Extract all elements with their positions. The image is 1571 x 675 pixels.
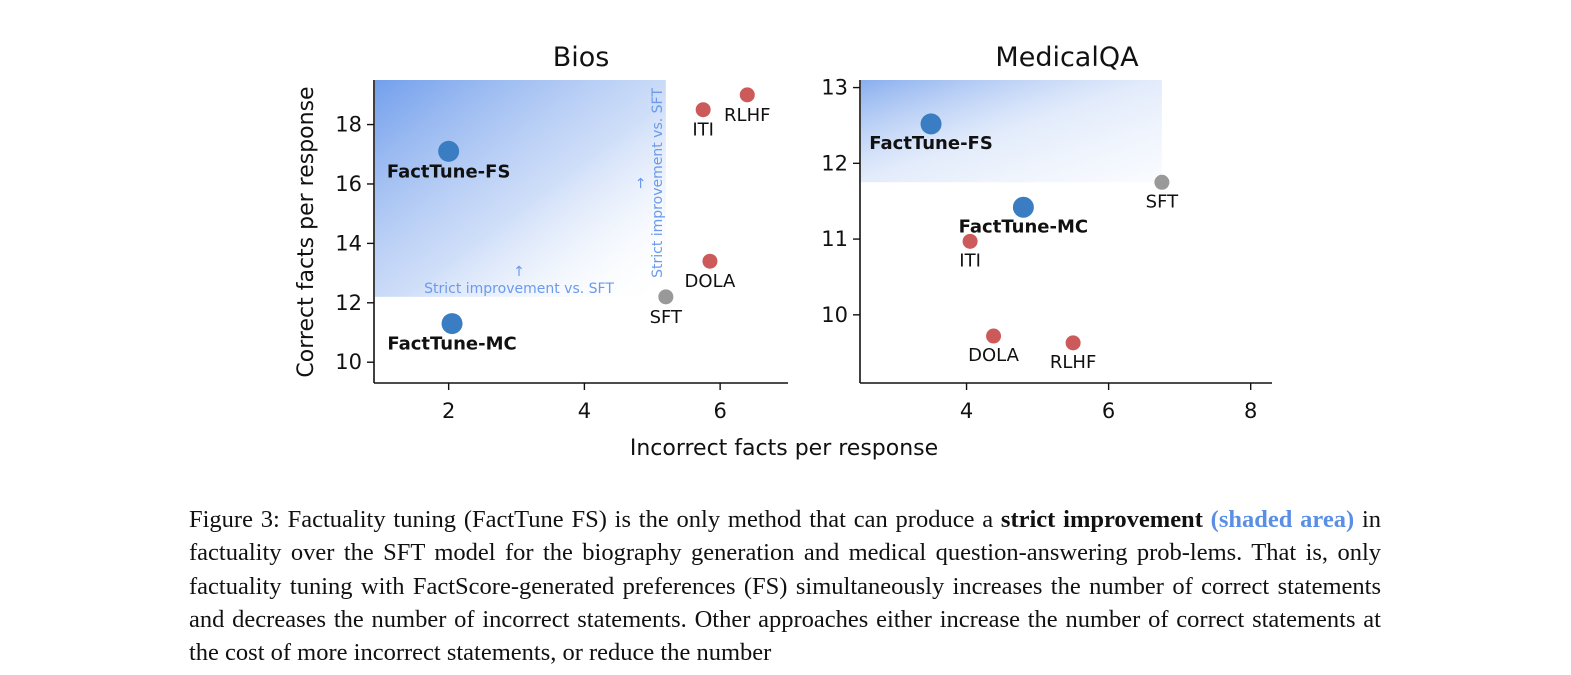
caption-highlight: (shaded area) <box>1210 506 1355 533</box>
bios-y-tick-label: 16 <box>335 172 362 196</box>
bios-point-dola <box>702 253 718 269</box>
bios-horizontal-annotation-arrow: ↑ <box>513 264 525 280</box>
medicalqa-panel: MedicalQA 4 6 8 10 11 12 13 FactTune-FS FactTun… <box>821 42 1272 423</box>
bios-label-sft: SFT <box>650 307 683 328</box>
bios-x-tick-label: 6 <box>713 399 726 423</box>
bios-label-dola: DOLA <box>685 271 736 292</box>
med-label-dola: DOLA <box>968 345 1019 366</box>
med-x-tick-label: 4 <box>960 399 973 423</box>
med-point-dola <box>986 328 1002 344</box>
bios-point-sft <box>658 289 674 305</box>
bios-label-rlhf: RLHF <box>724 105 770 126</box>
bios-point-rlhf <box>739 87 755 103</box>
med-label-iti: ITI <box>959 250 981 271</box>
bios-point-iti <box>695 102 711 118</box>
caption-bold: strict improvement <box>1000 506 1203 533</box>
figure-caption: Figure 3: Factuality tuning (FactTune FS… <box>189 503 1381 669</box>
med-label-rlhf: RLHF <box>1050 352 1096 373</box>
med-label-facttune-mc: FactTune-MC <box>959 216 1088 237</box>
bios-y-tick-label: 18 <box>335 113 362 137</box>
bios-shaded-area <box>375 80 666 297</box>
med-point-rlhf <box>1065 335 1081 351</box>
bios-vertical-annotation: Strict improvement vs. SFT <box>650 88 666 278</box>
med-label-sft: SFT <box>1146 191 1179 212</box>
bios-x-tick-label: 4 <box>578 399 591 423</box>
bios-y-tick-label: 10 <box>335 350 362 374</box>
med-point-facttune-mc <box>1012 196 1034 218</box>
bios-vertical-annotation-arrow: → <box>633 177 649 189</box>
med-point-sft <box>1154 174 1170 190</box>
bios-title: Bios <box>553 42 610 73</box>
shared-y-axis-label: Correct facts per response <box>294 86 319 377</box>
bios-panel: Bios ↑ Strict improvement vs. SFT Strict… <box>335 42 788 423</box>
bios-y-tick-label: 12 <box>335 291 362 315</box>
med-x-tick-label: 6 <box>1102 399 1115 423</box>
bios-label-facttune-mc: FactTune-MC <box>387 334 516 355</box>
figure: Bios ↑ Strict improvement vs. SFT Strict… <box>294 42 1272 461</box>
bios-label-iti: ITI <box>692 120 714 141</box>
med-point-facttune-fs <box>920 113 942 135</box>
med-label-facttune-fs: FactTune-FS <box>869 133 993 154</box>
med-y-tick-label: 10 <box>821 303 848 327</box>
bios-x-tick-label: 2 <box>442 399 455 423</box>
caption-rest: in factuality over the SFT model for the… <box>189 506 1382 667</box>
bios-label-facttune-fs: FactTune-FS <box>387 161 511 182</box>
bios-point-facttune-mc <box>441 313 463 335</box>
bios-point-facttune-fs <box>438 140 460 162</box>
med-y-tick-label: 13 <box>821 76 848 100</box>
bios-horizontal-annotation: Strict improvement vs. SFT <box>424 281 614 297</box>
med-y-tick-label: 12 <box>821 151 848 175</box>
shared-x-axis-label: Incorrect facts per response <box>630 436 938 461</box>
med-y-tick-label: 11 <box>821 227 848 251</box>
medicalqa-shaded-area <box>861 80 1162 183</box>
med-point-iti <box>962 233 978 249</box>
bios-y-tick-label: 14 <box>335 231 362 255</box>
med-x-tick-label: 8 <box>1244 399 1257 423</box>
caption-prefix: Figure 3: Factuality tuning (FactTune FS… <box>189 506 1001 533</box>
medicalqa-title: MedicalQA <box>995 42 1139 73</box>
